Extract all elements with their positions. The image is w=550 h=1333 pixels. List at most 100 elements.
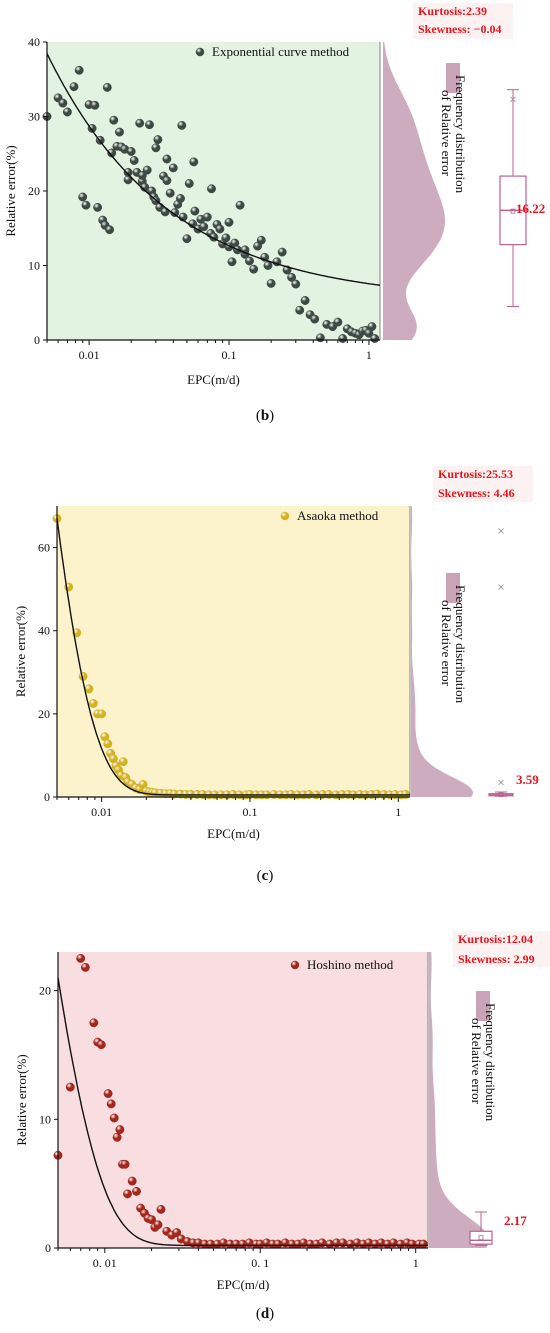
x-tick-label: 1	[413, 1256, 419, 1270]
y-axis-label: Relative error(%)	[14, 1054, 29, 1145]
data-point	[102, 82, 112, 92]
data-point	[112, 1132, 122, 1142]
data-point	[97, 709, 107, 719]
data-point	[256, 235, 266, 245]
stats-background	[413, 3, 513, 39]
skewness-label: Skewness: 2.99	[458, 952, 535, 966]
box-outlier	[498, 779, 504, 786]
y-tick-label: 0	[44, 790, 50, 804]
x-tick-label: 0.01	[91, 805, 112, 819]
data-point	[109, 115, 119, 125]
data-point	[58, 98, 68, 108]
data-point	[273, 1239, 283, 1249]
box-mean	[498, 792, 504, 797]
y-axis-label: Relative error(%)	[3, 145, 18, 236]
y-axis-label: Relative error(%)	[13, 606, 28, 697]
data-point	[90, 100, 100, 110]
data-point	[295, 305, 305, 315]
distribution-label-line2: of Relative error	[439, 90, 454, 177]
distribution-label-line1: Frequency distribution	[453, 75, 468, 194]
fit-curve	[57, 977, 428, 1247]
y-tick-label: 30	[28, 110, 40, 124]
panel-caption: (d)	[256, 1306, 274, 1322]
skewness-label: Skewness: −0.04	[418, 22, 502, 36]
data-point	[189, 157, 199, 167]
fit-curve	[46, 53, 381, 286]
caption-letter: b	[261, 408, 269, 424]
plot-area	[58, 952, 428, 1248]
data-point	[315, 333, 325, 343]
data-point	[156, 1204, 166, 1214]
y-tick-label: 40	[38, 624, 50, 638]
x-axis-label: EPC(m/d)	[217, 1277, 270, 1292]
x-tick-label: 1	[366, 348, 372, 362]
data-point	[418, 1239, 428, 1249]
data-point	[249, 264, 259, 274]
data-point	[199, 222, 209, 232]
x-tick-label: 0.1	[222, 348, 237, 362]
kurtosis-label: Kurtosis:12.04	[458, 932, 533, 946]
data-point	[153, 135, 163, 145]
data-point	[367, 322, 377, 332]
distribution-swatch	[446, 573, 460, 603]
x-tick-label: 1	[395, 805, 401, 819]
data-point	[162, 176, 172, 186]
data-point	[224, 217, 234, 227]
data-point	[153, 1220, 163, 1230]
data-point	[370, 334, 380, 343]
data-point	[105, 225, 115, 235]
data-point	[190, 206, 200, 216]
data-point	[151, 143, 161, 153]
distribution-curve	[383, 42, 445, 340]
box-outlier	[510, 96, 516, 103]
data-point	[235, 200, 245, 210]
caption-paren-close: )	[269, 408, 274, 424]
data-point	[109, 1113, 119, 1123]
legend-label: Exponential curve method	[212, 44, 350, 59]
data-point	[69, 82, 79, 92]
data-point	[245, 256, 254, 266]
distribution-swatch	[446, 63, 460, 93]
box-outlier	[498, 584, 504, 590]
data-point	[182, 234, 192, 244]
distribution-swatch	[476, 991, 490, 1021]
stats-background	[453, 931, 550, 967]
median-label: 16.22	[516, 201, 545, 216]
data-point	[120, 1159, 130, 1169]
legend-marker	[280, 511, 290, 521]
data-point	[333, 317, 343, 327]
data-point	[135, 118, 145, 128]
x-tick-label: 0.1	[242, 805, 257, 819]
data-point	[123, 1189, 132, 1199]
data-point	[291, 279, 301, 289]
data-point	[202, 212, 212, 222]
caption-paren-close: )	[268, 868, 273, 884]
box-outlier	[498, 528, 504, 534]
data-point	[62, 107, 72, 117]
legend-label: Asaoka method	[297, 508, 379, 523]
data-point	[115, 1125, 125, 1135]
caption-letter: d	[261, 1306, 270, 1322]
distribution-label-line1: Frequency distribution	[483, 1003, 498, 1122]
data-point	[145, 120, 154, 130]
y-tick-label: 20	[39, 984, 51, 998]
plot-area	[57, 506, 410, 797]
caption-paren-open: (	[256, 1306, 261, 1322]
box-mean	[478, 1235, 484, 1241]
data-point	[310, 314, 320, 324]
caption-letter: c	[262, 868, 269, 884]
median-label: 3.59	[516, 772, 539, 787]
legend-marker	[195, 47, 205, 57]
x-tick-label: 0.01	[79, 348, 100, 362]
data-point	[137, 170, 147, 180]
distribution-curve	[429, 952, 489, 1248]
y-tick-label: 20	[28, 184, 40, 198]
y-tick-label: 0	[45, 1241, 51, 1255]
data-point	[107, 148, 117, 158]
distribution-label-line1: Frequency distribution	[453, 585, 468, 704]
panel-caption: (c)	[257, 868, 274, 884]
data-point	[96, 1040, 106, 1050]
